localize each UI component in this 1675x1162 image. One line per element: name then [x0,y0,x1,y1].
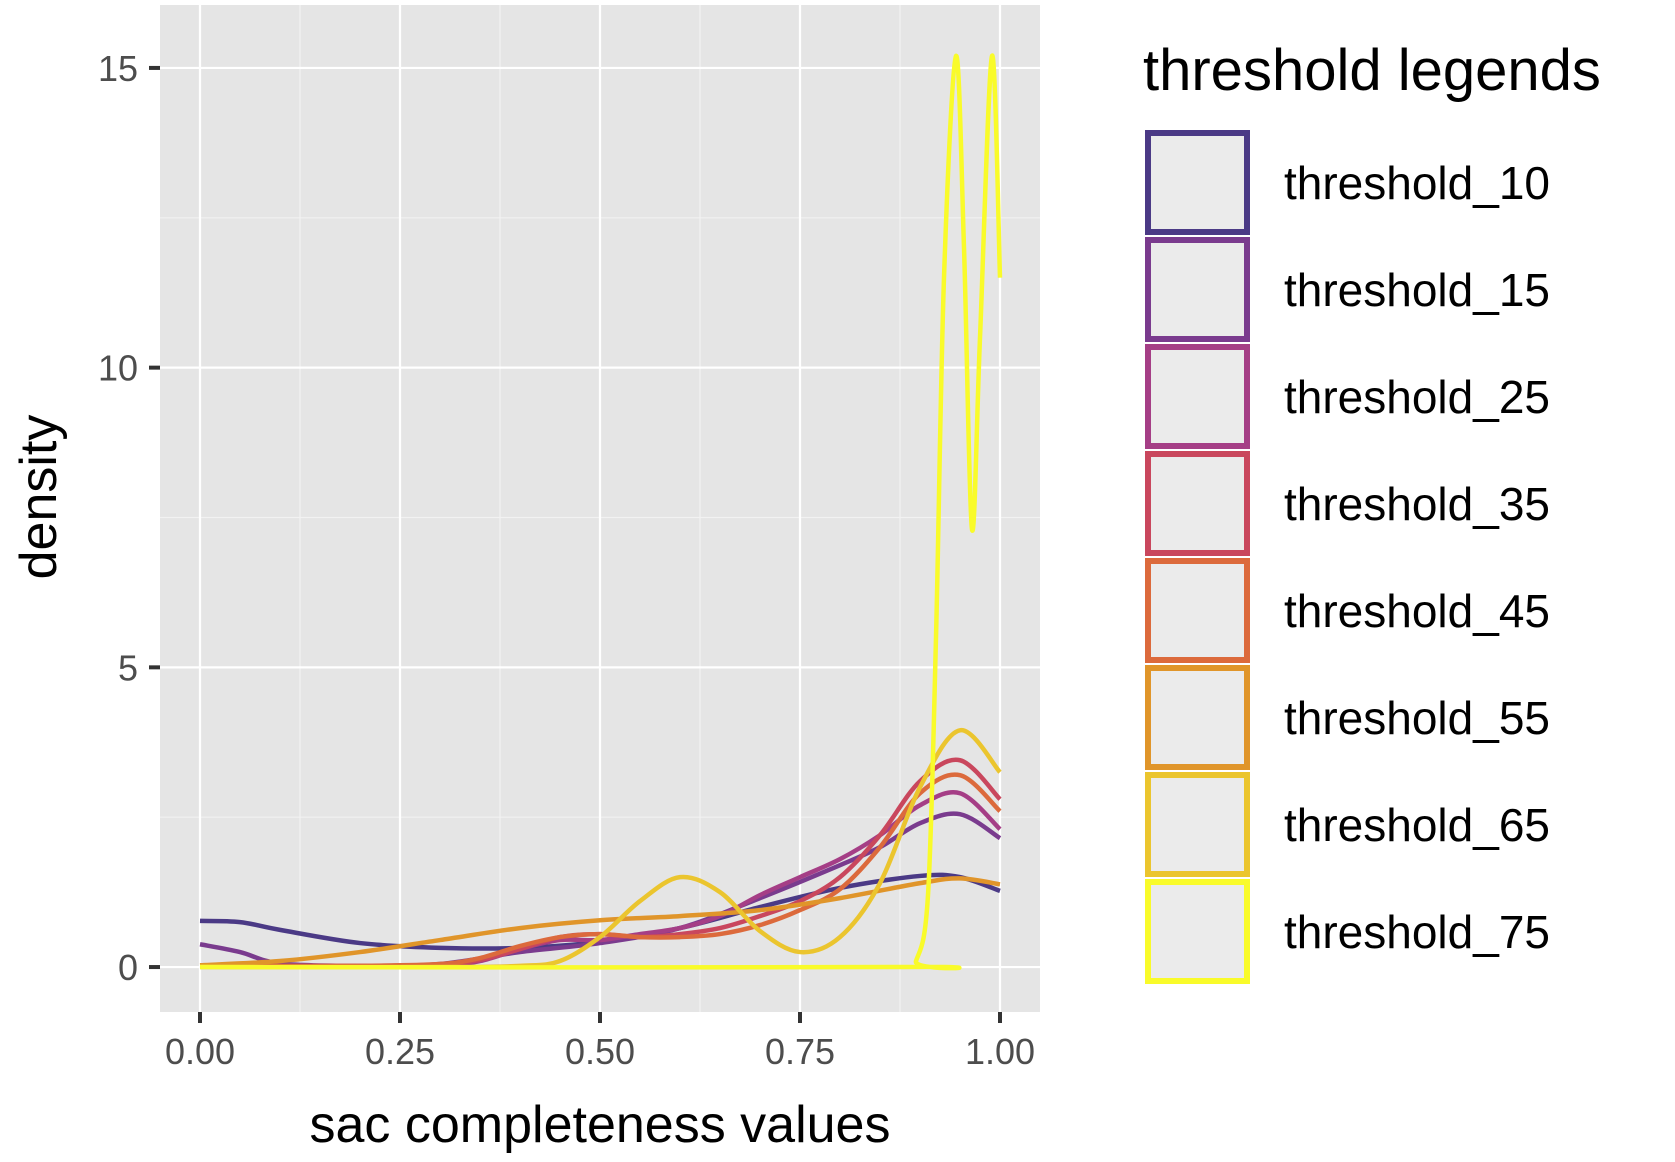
legend-label: threshold_65 [1284,799,1550,851]
x-tick-label: 0.00 [165,1031,235,1072]
y-tick-label: 15 [98,48,138,89]
x-tick-label: 0.25 [365,1031,435,1072]
x-tick-label: 0.75 [765,1031,835,1072]
y-tick-label: 0 [118,947,138,988]
legend-label: threshold_55 [1284,692,1550,744]
y-axis-title: density [10,415,68,580]
x-tick-label: 1.00 [965,1031,1035,1072]
legend-item: threshold_75 [1145,879,1550,984]
legend-items: threshold_10 threshold_15 threshold_25thre… [1145,130,1550,984]
legend-label: threshold_25 [1284,371,1550,423]
legend-key-threshold-10 [1145,130,1250,235]
series-line-threshold-75 [199,53,1003,971]
legend-item: threshold_15 [1145,237,1550,342]
x-tick-label: 0.50 [565,1031,635,1072]
legend-item: threshold_35 [1145,451,1550,556]
legend-key-threshold-55 [1145,665,1250,770]
legend-label: threshold_10 [1284,157,1550,209]
x-axis-title: sac completeness values [310,1096,891,1154]
legend-item: threshold_10 [1145,130,1550,235]
y-axis: 0 5 10 15 [98,48,160,988]
legend-key-threshold-25 [1145,344,1250,449]
legend-item: threshold_45 [1145,558,1550,663]
legend-key-threshold-15 [1145,237,1250,342]
legend-item: threshold_55 [1145,665,1550,770]
legend-title: threshold legends [1143,38,1601,103]
legend-label: threshold_15 [1284,264,1550,316]
legend-label: threshold_45 [1284,585,1550,637]
series-line-threshold-55 [199,876,1001,968]
y-tick-label: 10 [98,348,138,389]
x-axis: 0.00 0.25 0.50 0.75 1.00 [165,1012,1035,1072]
legend: threshold legends threshold_10threshold_… [1143,38,1601,984]
series-line-threshold-45 [199,772,1002,969]
legend-key-threshold-75 [1145,879,1250,984]
legend-key-threshold-35 [1145,451,1250,556]
legend-item: threshold_65 [1145,772,1550,877]
series-layer [199,53,1003,971]
legend-label: threshold_35 [1284,478,1550,530]
y-tick-label: 5 [118,647,138,688]
legend-label: threshold_75 [1284,906,1550,958]
legend-key-threshold-65 [1145,772,1250,877]
legend-item: threshold_25 [1145,344,1550,449]
legend-key-threshold-45 [1145,558,1250,663]
